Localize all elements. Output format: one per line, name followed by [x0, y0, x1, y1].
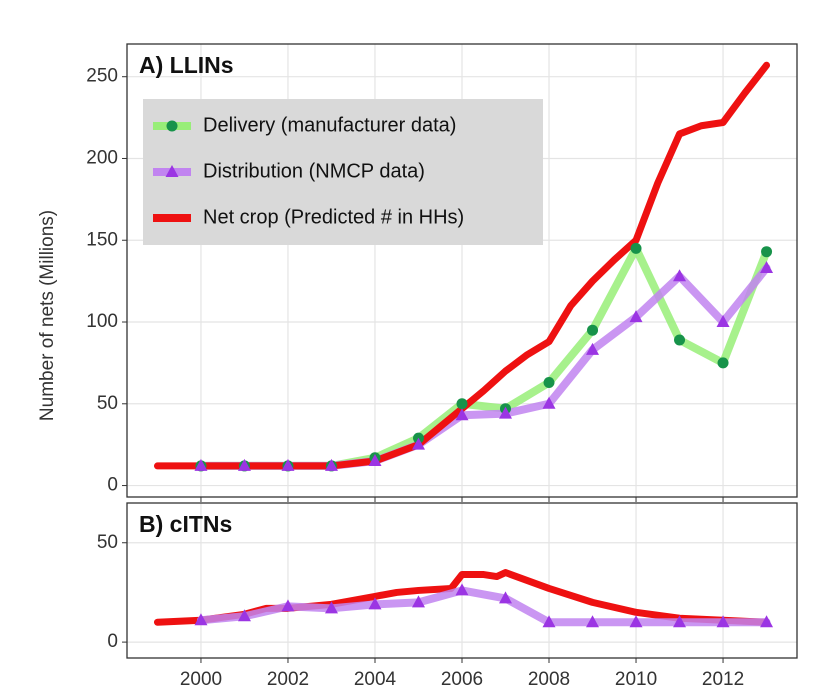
- point: [237, 609, 251, 622]
- point: [165, 165, 179, 177]
- y-tick-label: 250: [86, 66, 118, 87]
- point: [586, 342, 600, 355]
- legend-label: Delivery (manufacturer data): [203, 114, 456, 136]
- legend-label: Net crop (Predicted # in HHs): [203, 206, 464, 228]
- y-tick-label: 50: [97, 532, 118, 553]
- point: [368, 597, 382, 610]
- x-tick-label: 2012: [702, 669, 744, 690]
- point: [760, 261, 774, 274]
- point: [455, 583, 469, 596]
- point: [629, 310, 643, 323]
- x-tick-label: 2002: [267, 669, 309, 690]
- panel-title: A) LLINs: [139, 52, 234, 78]
- point: [499, 406, 513, 419]
- y-tick-label: 150: [86, 229, 118, 250]
- point: [674, 334, 686, 346]
- y-tick-label: 50: [97, 393, 118, 414]
- point: [629, 615, 643, 628]
- point: [281, 599, 295, 612]
- point: [411, 595, 425, 608]
- point: [630, 242, 642, 254]
- y-axis-label: Number of nets (Millions): [37, 210, 58, 421]
- y-tick-label: 0: [107, 475, 118, 496]
- y-tick-label: 0: [107, 631, 118, 652]
- point: [411, 437, 425, 450]
- series-line: [196, 586, 771, 627]
- point: [324, 601, 338, 614]
- point: [716, 615, 730, 628]
- point: [761, 246, 773, 258]
- point: [542, 396, 556, 409]
- x-tick-label: 2010: [615, 669, 657, 690]
- plot-border: [126, 43, 798, 498]
- x-tick-label: 2008: [528, 669, 570, 690]
- y-tick-label: 200: [86, 147, 118, 168]
- point: [166, 120, 178, 132]
- legend-box: [143, 99, 543, 245]
- point: [194, 458, 208, 471]
- point: [586, 615, 600, 628]
- point: [673, 615, 687, 628]
- point: [542, 615, 556, 628]
- x-tick-label: 2004: [354, 669, 397, 690]
- point: [368, 454, 382, 467]
- x-tick-label: 2000: [180, 669, 222, 690]
- point: [324, 458, 338, 471]
- point: [673, 269, 687, 282]
- point: [543, 377, 555, 389]
- point: [499, 591, 513, 604]
- plot-border: [126, 502, 798, 659]
- point: [455, 408, 469, 421]
- point: [281, 458, 295, 471]
- point: [716, 315, 730, 328]
- legend-label: Distribution (NMCP data): [203, 160, 425, 182]
- panel-title: B) cITNs: [139, 511, 232, 537]
- y-tick-label: 100: [86, 311, 118, 332]
- point: [456, 398, 468, 410]
- point: [194, 613, 208, 626]
- point: [760, 615, 774, 628]
- point: [237, 458, 251, 471]
- x-tick-label: 2006: [441, 669, 483, 690]
- series-line: [153, 61, 771, 470]
- point: [717, 357, 729, 369]
- point: [587, 324, 599, 336]
